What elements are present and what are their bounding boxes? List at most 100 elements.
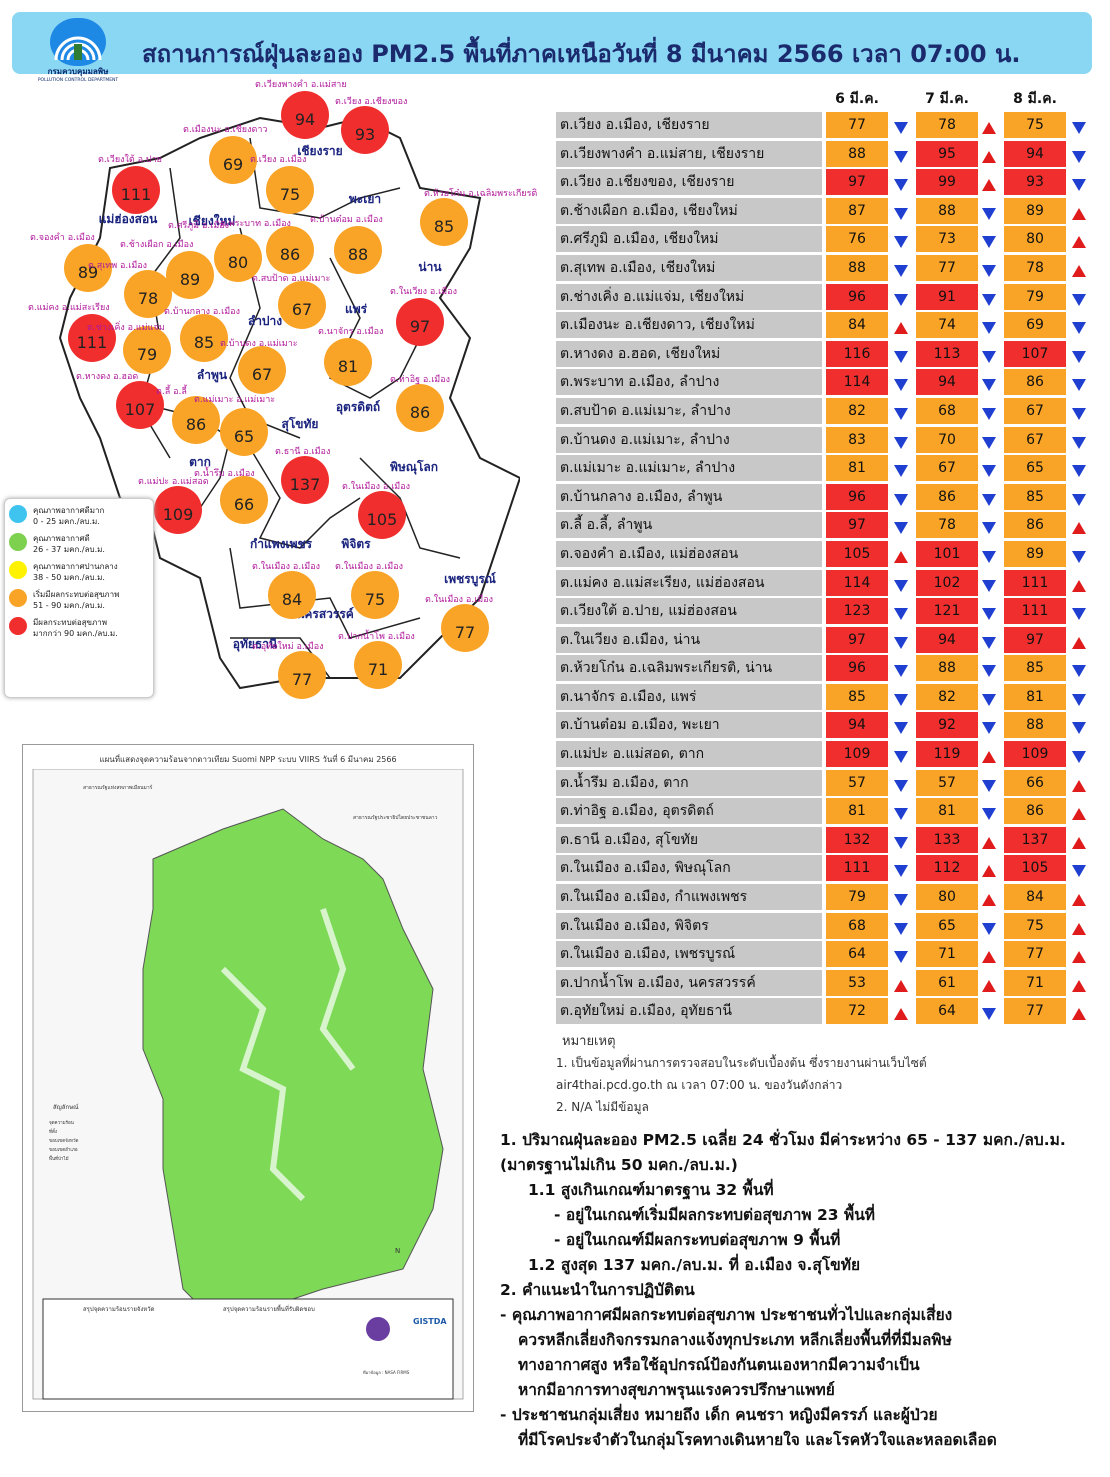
province-label: ลำพูน (196, 368, 228, 382)
table-row: ต.ช่างเคิ่ง อ.แม่แจ่ม, เชียงใหม่ 96 91 79 (556, 283, 1086, 313)
legend-range: 38 - 50 มคก./ลบ.ม. (33, 573, 105, 582)
table-row: ต.เวียง อ.เมือง, เชียงราย 77 78 75 (556, 112, 1086, 141)
hotspot-legend-item: ขอบเขตจังหวัด (49, 1139, 79, 1144)
trend-down-icon (894, 291, 908, 306)
station-value: 84 (281, 590, 303, 609)
station-value: 86 (409, 403, 431, 422)
legend-label: เริ่มมีผลกระทบต่อสุขภาพ (33, 590, 120, 599)
pm25-value: 77 (916, 254, 978, 281)
station-value-circle: 65 (220, 408, 268, 456)
pm25-value: 99 (916, 169, 978, 196)
summary-line: 2. คำแนะนำในการปฏิบัติตน (500, 1281, 695, 1299)
pm25-value: 71 (1004, 969, 1066, 996)
station-value: 75 (279, 185, 301, 204)
pm25-station-table: 6 มี.ค. 7 มี.ค. 8 มี.ค. ต.เวียง อ.เมือง,… (556, 84, 1086, 1027)
station-name: ต.ในเมือง อ.เมือง, พิษณุโลก (556, 855, 822, 882)
legend-range: 26 - 37 มคก./ลบ.ม. (33, 545, 105, 554)
trend-down-icon (982, 262, 996, 277)
trend-up-icon (1072, 777, 1086, 792)
svg-text:GISTDA: GISTDA (413, 1317, 447, 1326)
station-value-circle: 86 (172, 396, 220, 444)
trend-up-icon (894, 1005, 908, 1021)
table-row: ต.แม่คง อ.แม่สะเรียง, แม่ฮ่องสอน 114 102 11… (556, 569, 1086, 599)
table-row: ต.บ้านต๋อม อ.เมือง, พะเยา 94 92 88 (556, 712, 1086, 741)
pm25-value: 75 (1004, 912, 1066, 939)
trend-up-icon (1072, 977, 1086, 992)
pm25-station-map: เชียงราย แม่ฮ่องสอน เชียงใหม่ พะเยา น่าน ลำปา… (0, 78, 537, 718)
hotspot-legend-item: ขอบเขตอำเภอ (49, 1148, 78, 1153)
pm25-value: 114 (826, 369, 888, 396)
legend-label: มีผลกระทบต่อสุขภาพ (33, 618, 108, 627)
svg-text:กรมควบคุมมลพิษ: กรมควบคุมมลพิษ (48, 67, 109, 77)
pm25-value: 61 (916, 969, 978, 996)
trend-down-icon (894, 434, 908, 449)
table-row: ต.สบป้าด อ.แม่เมาะ, ลำปาง 82 68 67 (556, 397, 1086, 427)
hotspot-legend-item: พื้นที่ป่าไม้ (49, 1157, 69, 1162)
trend-up-icon (1072, 634, 1086, 649)
hotspot-legend-item: ที่ตั้ง (49, 1130, 58, 1135)
table-row: ต.เวียง อ.เชียงของ, เชียงราย 97 99 93 (556, 169, 1086, 198)
station-name: ต.บ้านต๋อม อ.เมือง, พะเยา (556, 712, 822, 739)
legend-item: คุณภาพอากาศดี 26 - 37 มคก./ลบ.ม. (9, 533, 149, 555)
station-value-circle: 107 (116, 381, 164, 429)
pm25-value: 67 (916, 455, 978, 482)
trend-up-icon (1072, 920, 1086, 935)
station-value: 111 (76, 333, 108, 352)
station-value-circle: 109 (154, 486, 202, 534)
table-row: ต.ในเมือง อ.เมือง, เพชรบูรณ์ 64 71 77 (556, 941, 1086, 970)
trend-down-icon (894, 119, 908, 134)
station-name: ต.ท่าอิฐ อ.เมือง, อุตรดิตถ์ (556, 798, 822, 825)
trend-down-icon (982, 405, 996, 420)
station-value-circle: 78 (124, 270, 172, 318)
pcd-logo-icon: กรมควบคุมมลพิษ POLLUTION CONTROL DEPARTM… (38, 18, 118, 83)
trend-down-icon (894, 948, 908, 964)
station-value-circle: 86 (266, 226, 314, 274)
station-label: ต.บ้านดง อ.แม่เมาะ (220, 339, 298, 349)
pm25-value: 78 (916, 512, 978, 539)
trend-up-icon (982, 148, 996, 163)
station-label: ต.น้ำรึม อ.เมือง (194, 469, 255, 479)
station-name: ต.ช่างเคิ่ง อ.แม่แจ่ม, เชียงใหม่ (556, 283, 822, 310)
station-value: 89 (179, 270, 201, 289)
station-label: ต.ห้วยโก๋น อ.เฉลิมพระเกียรติ (424, 189, 538, 199)
station-value-circle: 67 (238, 346, 286, 394)
trend-down-icon (894, 205, 908, 220)
station-value-circle: 89 (64, 244, 112, 292)
pm25-value: 74 (916, 312, 978, 339)
trend-up-icon (982, 748, 996, 764)
trend-up-icon (982, 977, 996, 992)
station-value-circle: 67 (278, 281, 326, 329)
trend-up-icon (982, 176, 996, 192)
pm25-value: 70 (916, 426, 978, 453)
trend-down-icon (982, 491, 996, 506)
station-value: 94 (294, 110, 316, 129)
trend-down-icon (894, 891, 908, 907)
table-row: ต.ในเมือง อ.เมือง, พิจิตร 68 65 75 (556, 912, 1086, 942)
pm25-value: 67 (1004, 397, 1066, 424)
pm25-value: 102 (916, 569, 978, 596)
pm25-value: 82 (916, 683, 978, 710)
pm25-value: 81 (1004, 683, 1066, 710)
legend-label: คุณภาพอากาศดี (33, 534, 90, 543)
station-value: 81 (337, 357, 359, 376)
pm25-value: 86 (1004, 369, 1066, 396)
pm25-value: 88 (916, 655, 978, 682)
station-value: 65 (233, 427, 255, 446)
trend-down-icon (982, 577, 996, 592)
table-row: ต.พระบาท อ.เมือง, ลำปาง 114 94 86 (556, 369, 1086, 398)
station-label: ต.ในเมือง อ.เมือง (425, 595, 493, 605)
trend-down-icon (982, 719, 996, 735)
station-value: 86 (279, 245, 301, 264)
legend-color-swatch (9, 533, 27, 551)
station-label: ต.บ้านกลาง อ.เมือง (164, 307, 240, 317)
pm25-value: 87 (826, 197, 888, 224)
summary-text: 1. ปริมาณฝุ่นละออง PM2.5 เฉลี่ย 24 ชั่วโ… (500, 1128, 1100, 1453)
province-label: แม่ฮ่องสอน (98, 212, 158, 226)
station-value: 109 (162, 505, 194, 524)
pm25-value: 105 (1004, 855, 1066, 882)
header-banner: กรมควบคุมมลพิษ POLLUTION CONTROL DEPARTM… (12, 12, 1092, 83)
station-label: ต.ช่างเคิ่ง อ.แม่แจ่ม (87, 323, 165, 333)
station-value-circle: 75 (266, 166, 314, 214)
pm25-value: 84 (1004, 884, 1066, 911)
station-label: ต.ท่าอิฐ อ.เมือง (390, 375, 450, 385)
